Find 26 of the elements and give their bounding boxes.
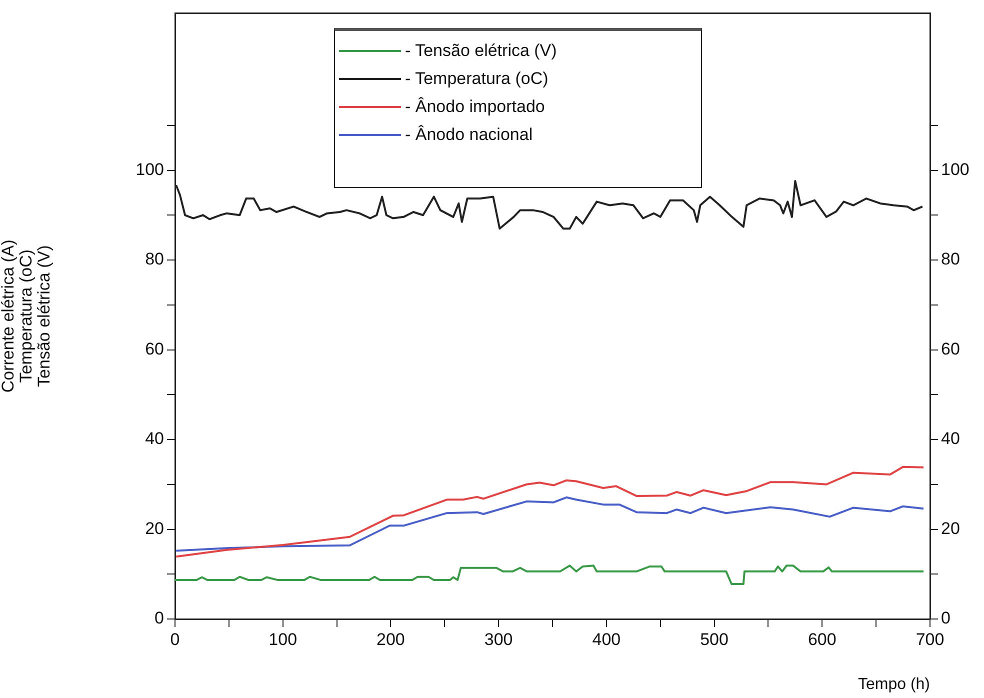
legend-label: - Ânodo importado	[405, 97, 545, 117]
legend-label: - Temperatura (oC)	[405, 69, 548, 89]
y-tick-label: 80	[145, 250, 164, 269]
y-tick-label: 0	[154, 608, 164, 628]
y-tick-label: 100	[136, 160, 164, 179]
y2-tick-label: 100	[941, 160, 970, 179]
x-axis-title: Tempo (h)	[858, 676, 930, 693]
x-tick-label: 400	[592, 630, 621, 649]
x-tick-label: 700	[916, 630, 944, 649]
y-tick-label: 60	[145, 339, 164, 358]
y-tick-label: 40	[145, 429, 164, 448]
y-tick-label: 20	[145, 518, 164, 538]
legend-label: - Ânodo nacional	[405, 125, 533, 145]
y2-tick-label: 60	[941, 339, 960, 358]
x-tick-label: 0	[170, 630, 180, 649]
y2-tick-label: 80	[941, 250, 960, 269]
x-tick-label: 600	[808, 630, 836, 649]
x-tick-label: 300	[484, 630, 513, 649]
legend-label: - Tensão elétrica (V)	[405, 41, 557, 61]
y2-tick-label: 40	[941, 429, 960, 448]
y-axis-title: Corrente elétrica (A) Temperatura (oC) Tensão elétrica (V)	[0, 240, 54, 393]
y2-tick-label: 0	[941, 608, 950, 628]
y2-tick-label: 20	[941, 518, 960, 538]
x-tick-label: 200	[376, 630, 405, 649]
x-tick-label: 100	[268, 630, 298, 649]
x-tick-label: 500	[700, 630, 728, 649]
